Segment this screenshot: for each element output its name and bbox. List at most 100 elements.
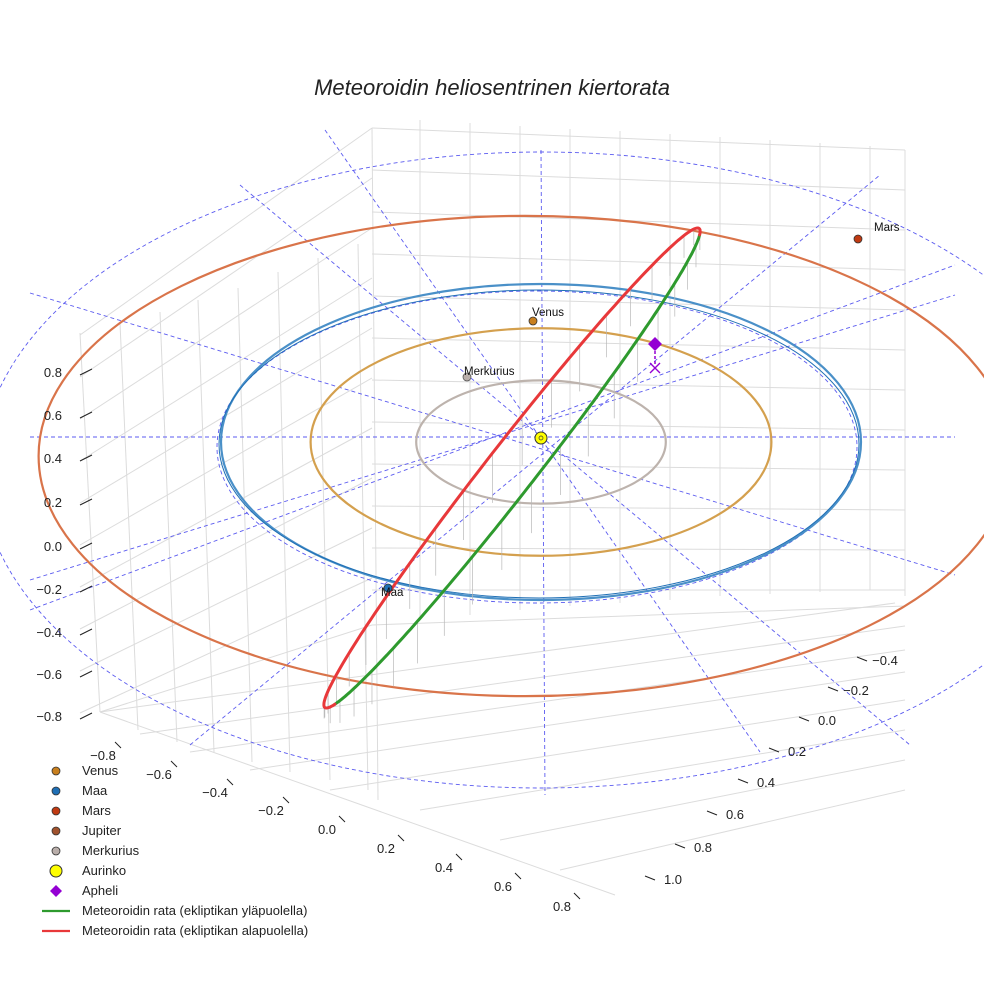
legend-label: Merkurius [82, 843, 140, 858]
grid-line [79, 477, 373, 630]
x-tick-label: 0.0 [318, 822, 336, 837]
apheli-marker [648, 337, 662, 351]
x-tick-label: −0.4 [202, 785, 228, 800]
legend-marker [50, 885, 62, 897]
grid-line [329, 699, 906, 791]
grid-line [371, 295, 906, 311]
grid-line [371, 211, 906, 231]
orbit-venus [309, 327, 773, 557]
x-tick-mark [226, 778, 234, 786]
z-tick-label: 0.4 [44, 451, 62, 466]
grid-line [371, 605, 906, 626]
legend-item: Meteoroidin rata (ekliptikan alapuolella… [42, 923, 308, 938]
legend-label: Jupiter [82, 823, 122, 838]
legend-item: Maa [51, 783, 108, 798]
grid-line [371, 337, 906, 351]
y-tick-mark [674, 843, 686, 849]
venus-marker [528, 316, 538, 326]
z-tick-label: −0.2 [36, 582, 62, 597]
grid-line [99, 711, 616, 896]
grid-line [159, 311, 178, 743]
mars-marker [853, 234, 863, 244]
ecliptic-guide-line [29, 264, 956, 611]
ecliptic-guide-line [29, 292, 956, 576]
grid-line [249, 671, 906, 771]
z-tick-label: 0.6 [44, 408, 62, 423]
x-tick-label: −0.8 [90, 748, 116, 763]
ecliptic-dashed-circle [0, 151, 984, 789]
z-tick-mark [79, 498, 93, 506]
x-tick-mark [170, 760, 178, 768]
y-tick-label: 0.6 [726, 807, 744, 822]
grid-line [371, 463, 906, 471]
x-tick-label: −0.2 [258, 803, 284, 818]
apheli-projection-marker [649, 362, 661, 374]
legend-item: Apheli [50, 883, 118, 898]
legend-label: Maa [82, 783, 108, 798]
grid-line [79, 177, 373, 378]
legend-label: Meteoroidin rata (ekliptikan alapuolella… [82, 923, 308, 938]
grid-line [79, 427, 373, 588]
grid-line [237, 287, 253, 763]
label-venus: Venus [532, 307, 564, 319]
y-tick-mark [827, 686, 839, 692]
legend-item: Jupiter [51, 823, 122, 838]
legend-label: Meteoroidin rata (ekliptikan yläpuolella… [82, 903, 307, 918]
y-tick-label: 0.4 [757, 775, 775, 790]
y-tick-mark [856, 656, 868, 662]
meteoroid-drop-lines [323, 228, 701, 724]
orbit-maa-inner [218, 289, 860, 599]
grid-line [499, 759, 906, 841]
grid-line [79, 277, 373, 462]
grid-line [79, 527, 373, 672]
legend-marker [51, 846, 61, 856]
grid-line [371, 253, 906, 271]
x-tick-label: 0.2 [377, 841, 395, 856]
x-tick-mark [514, 872, 522, 880]
z-tick-label: −0.6 [36, 667, 62, 682]
chart-title: Meteoroidin heliosentrinen kiertorata [314, 75, 670, 100]
legend-item: Aurinko [49, 863, 126, 878]
ecliptic-guide-line [540, 149, 546, 796]
label-mars: Mars [874, 222, 900, 234]
z-tick-mark [79, 454, 93, 462]
legend-item: Mars [51, 803, 111, 818]
ecliptic-guide-lines [0, 129, 984, 796]
x-tick-mark [338, 815, 346, 823]
y-tick-label: −0.2 [843, 683, 869, 698]
legend: Venus Maa Mars Jupiter Merkurius Aurinko Aphel… [42, 763, 308, 938]
legend-marker [51, 806, 61, 816]
planet-orbits [37, 214, 984, 698]
legend-label: Venus [82, 763, 119, 778]
x-tick-mark [455, 853, 463, 861]
z-tick-mark [79, 368, 93, 376]
x-tick-mark [114, 741, 122, 749]
legend-item: Venus [51, 763, 119, 778]
label-maa: Maa [381, 587, 404, 599]
z-tick-label: 0.2 [44, 495, 62, 510]
z-tick-mark [79, 628, 93, 636]
y-tick-label: 0.0 [818, 713, 836, 728]
grid-line [419, 729, 906, 811]
maa-marker [383, 583, 393, 593]
grid-line [139, 625, 906, 735]
grid-line [371, 505, 906, 511]
x-tick-label: −0.6 [146, 767, 172, 782]
sun-core [538, 435, 544, 441]
y-tick-label: 0.8 [694, 840, 712, 855]
y-tick-label: 0.2 [788, 744, 806, 759]
grid-line [371, 169, 906, 191]
grid-line [79, 332, 101, 713]
legend-marker [51, 766, 61, 776]
grid-line [189, 649, 906, 753]
grid-line [79, 127, 373, 336]
grid-line [371, 127, 906, 151]
legend-item: Merkurius [51, 843, 140, 858]
x-tick-label: 0.8 [553, 899, 571, 914]
y-tick-mark [737, 778, 749, 784]
sun-marker [534, 431, 548, 445]
grid-line [559, 789, 906, 871]
legend-label: Mars [82, 803, 111, 818]
ecliptic-guide-line [239, 184, 911, 746]
